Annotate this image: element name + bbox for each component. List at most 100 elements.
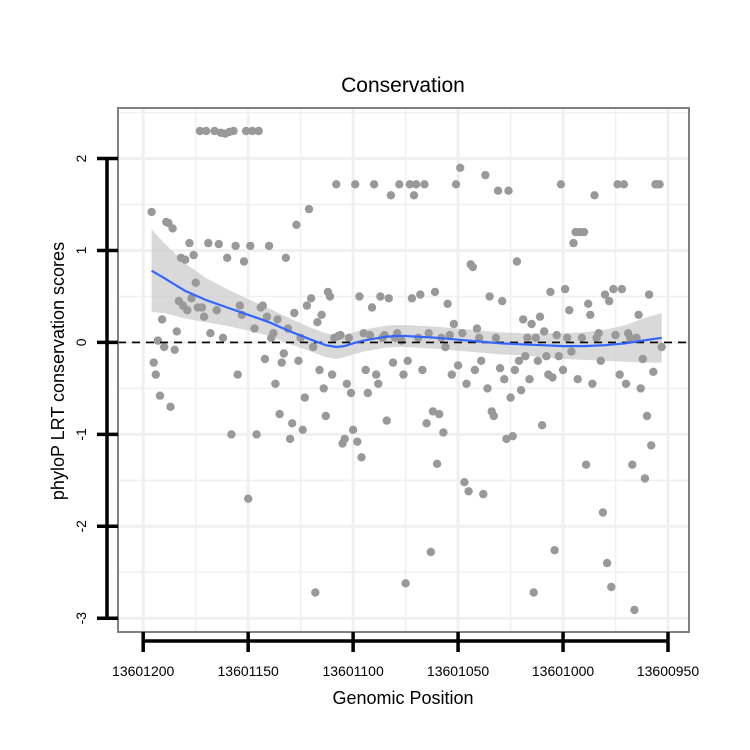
x-axis-title: Genomic Position [332,688,473,708]
data-point [481,170,490,180]
data-point [636,384,645,393]
data-point [411,180,421,189]
data-point [439,428,448,437]
data-point [632,333,641,342]
data-point [160,342,169,352]
data-point [489,411,498,421]
data-point [306,294,316,303]
data-point [321,411,330,421]
data-point [149,358,158,367]
data-point [569,238,578,248]
data-point [495,364,505,373]
data-point [344,333,354,342]
data-point [315,365,324,375]
data-point [428,407,438,416]
data-point [252,430,261,439]
data-point [231,241,240,251]
data-point [445,330,454,340]
data-point [189,250,198,260]
data-point [317,310,326,319]
data-point [250,324,259,333]
data-point [510,365,519,375]
data-point [584,299,593,308]
data-point [332,180,341,189]
data-point [151,370,160,379]
data-point [640,474,650,483]
data-point [619,180,629,189]
data-point [302,301,312,310]
data-point [342,379,351,388]
data-point [153,336,163,345]
data-point [235,301,244,310]
data-point [279,349,288,358]
data-point [567,347,576,356]
data-point [204,238,213,248]
data-point [613,180,622,189]
data-point [340,434,349,444]
data-point [185,238,194,248]
data-point [199,312,209,321]
data-point [573,375,582,384]
data-point [233,370,242,379]
data-point [365,330,375,340]
data-point [290,308,299,318]
data-point [254,126,263,136]
data-point [512,257,522,266]
data-point [519,315,528,324]
data-point [372,370,381,379]
data-point [527,319,536,329]
x-tick-label: 13601100 [322,663,383,679]
data-point [292,220,301,229]
x-axis: 13601200 13601150 13601100 13601050 13601000… [112,632,699,679]
data-point [441,342,450,352]
data-point [239,257,249,266]
data-point [502,434,511,444]
data-point [260,354,270,364]
confidence-band [151,229,662,363]
y-tick-label: -3 [73,612,89,625]
data-point [533,356,543,365]
y-axis-title: phyloP LRT conservation scores [48,242,68,500]
data-point [248,126,257,136]
data-point [493,186,503,195]
data-point [384,294,393,303]
data-point [531,333,540,342]
data-point [577,333,587,342]
data-point [212,306,221,315]
x-tick-label: 13600950 [637,663,700,679]
data-point [617,284,626,294]
data-point [657,342,666,352]
data-point [548,373,557,382]
data-point [596,356,605,365]
data-point [376,292,385,301]
data-point [147,207,156,217]
data-point [395,180,404,189]
data-point [319,384,328,393]
data-point [535,312,545,321]
data-point [523,333,532,342]
data-point [288,419,297,428]
data-point [626,333,635,342]
data-point [474,333,484,342]
data-point [264,241,274,251]
data-point [483,384,492,393]
data-point [611,330,620,340]
data-point [542,352,551,361]
data-point [401,579,410,588]
data-point [638,354,647,364]
data-point [155,391,165,400]
data-point [336,330,345,340]
panel-border [117,107,690,633]
data-point [581,460,591,469]
data-point [294,356,303,365]
data-point [181,255,190,264]
data-point [348,425,358,434]
data-point [634,310,643,319]
data-point [309,342,318,352]
data-point [647,441,656,450]
data-point [405,180,414,189]
data-point [422,419,431,428]
data-point [472,324,482,333]
data-point [529,588,538,597]
